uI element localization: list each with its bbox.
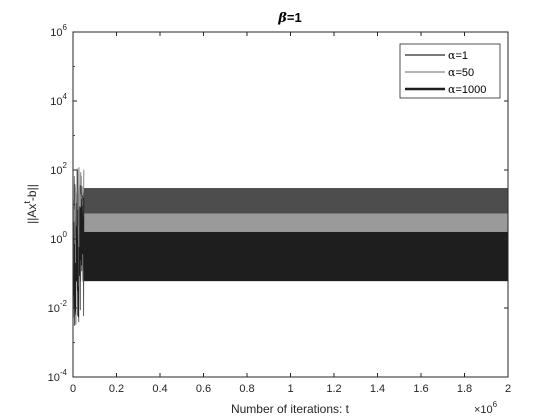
y-axis-label: ||Axt-b|| (22, 184, 39, 224)
x-multiplier-exp: 6 (493, 400, 498, 409)
y-axis: 10-4 10-2 100 102 104 106 (48, 23, 508, 384)
x-tick-label: 0 (70, 383, 76, 395)
y-tick-label: 102 (50, 161, 67, 177)
x-tick-label: 0.6 (196, 383, 211, 395)
legend-alpha-50-symbol: α (448, 66, 456, 79)
y-label-superscript: t (22, 201, 32, 204)
x-tick-label: 1.2 (326, 383, 341, 395)
x-tick-label: 1 (287, 383, 293, 395)
legend-label-alpha-50: α=50 (448, 66, 474, 79)
series-band (83, 231, 508, 282)
x-tick-label: 1.4 (370, 383, 385, 395)
x-tick-label: 2 (505, 383, 511, 395)
legend-alpha-1-symbol: α (448, 49, 456, 62)
title-beta: β (277, 11, 287, 26)
series-alpha-1000 (72, 195, 508, 326)
legend-label-alpha-1000: α=1000 (448, 83, 486, 96)
x-axis-label: Number of iterations: t (231, 402, 350, 416)
legend-alpha-1000-value: =1000 (455, 84, 486, 96)
legend: α=1 α=50 α=1000 (399, 43, 501, 99)
y-tick-label: 106 (50, 23, 67, 39)
x-tick-label: 1.8 (457, 383, 472, 395)
legend-label-alpha-1: α=1 (448, 49, 468, 62)
x-tick-label: 1.6 (413, 383, 428, 395)
title-rest: =1 (287, 10, 302, 25)
x-tick-label: 0.8 (239, 383, 254, 395)
y-tick-label: 10-2 (48, 299, 68, 315)
y-tick-label: 100 (50, 230, 67, 246)
series-transient (72, 195, 85, 326)
chart-title: β=1 (277, 10, 301, 26)
legend-alpha-1-value: =1 (455, 50, 468, 62)
x-tick-label: 0.4 (152, 383, 167, 395)
y-label-part2: -b|| (25, 184, 39, 201)
y-label-part1: ||Ax (25, 204, 39, 224)
y-tick-label: 104 (50, 92, 67, 108)
y-tick-label: 10-4 (48, 368, 68, 384)
series-layer (72, 167, 508, 326)
legend-alpha-1000-symbol: α (448, 83, 456, 96)
x-axis: 0 0.2 0.4 0.6 0.8 1 1.2 1.4 1.6 1.8 2 (70, 32, 511, 395)
legend-alpha-50-value: =50 (455, 67, 474, 79)
series-band (83, 213, 508, 233)
x-multiplier-base: ×10 (474, 404, 493, 416)
x-tick-label: 0.2 (109, 383, 124, 395)
x-multiplier: ×106 (474, 400, 498, 416)
